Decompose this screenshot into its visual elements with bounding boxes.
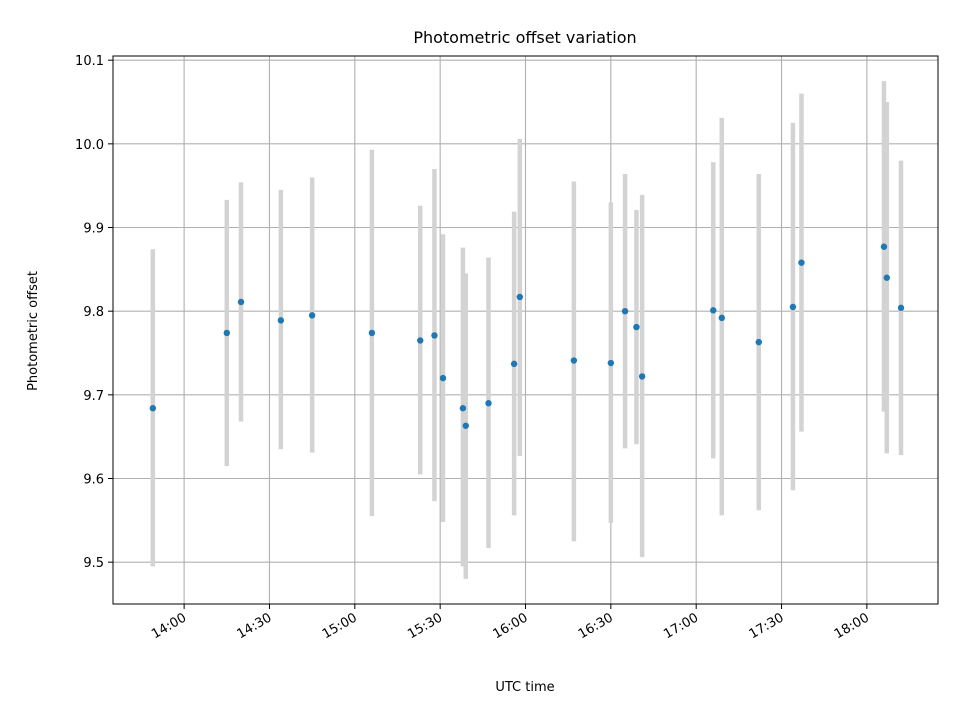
data-point — [223, 329, 230, 337]
data-point — [718, 314, 725, 322]
data-point — [710, 307, 717, 314]
y-tick-label: 9.9 — [83, 222, 104, 237]
y-axis-label: Photometric offset — [26, 271, 41, 391]
data-point — [368, 329, 376, 337]
data-point — [237, 298, 245, 306]
data-point — [459, 405, 467, 412]
y-tick-label: 9.8 — [83, 305, 104, 320]
data-point — [883, 274, 890, 281]
data-point — [880, 243, 888, 250]
data-point — [431, 332, 438, 339]
data-point — [510, 360, 518, 368]
data-point — [516, 293, 524, 301]
data-point — [308, 312, 316, 319]
data-point — [638, 373, 646, 380]
data-point — [439, 374, 447, 382]
data-point — [607, 359, 615, 367]
data-points — [149, 243, 905, 429]
data-point — [897, 304, 905, 312]
data-point — [621, 307, 629, 315]
data-point — [570, 357, 578, 364]
data-point — [755, 338, 762, 346]
data-point — [277, 317, 285, 324]
data-point — [789, 303, 797, 311]
y-axis-ticks: 9.5 9.6 9.7 9.8 9.9 10.0 10.1 — [75, 54, 113, 571]
y-tick-label: 9.7 — [83, 389, 104, 404]
data-point — [417, 337, 424, 344]
y-tick-label: 10.0 — [75, 138, 104, 153]
x-axis-label: UTC time — [495, 680, 554, 695]
y-tick-label: 9.5 — [83, 556, 104, 571]
data-point — [485, 400, 492, 407]
data-point — [149, 405, 157, 412]
chart-title: Photometric offset variation — [413, 28, 636, 47]
data-point — [462, 422, 469, 429]
y-tick-label: 10.1 — [75, 54, 104, 69]
y-tick-label: 9.6 — [83, 473, 104, 488]
data-point — [798, 259, 805, 266]
data-point — [633, 323, 640, 331]
